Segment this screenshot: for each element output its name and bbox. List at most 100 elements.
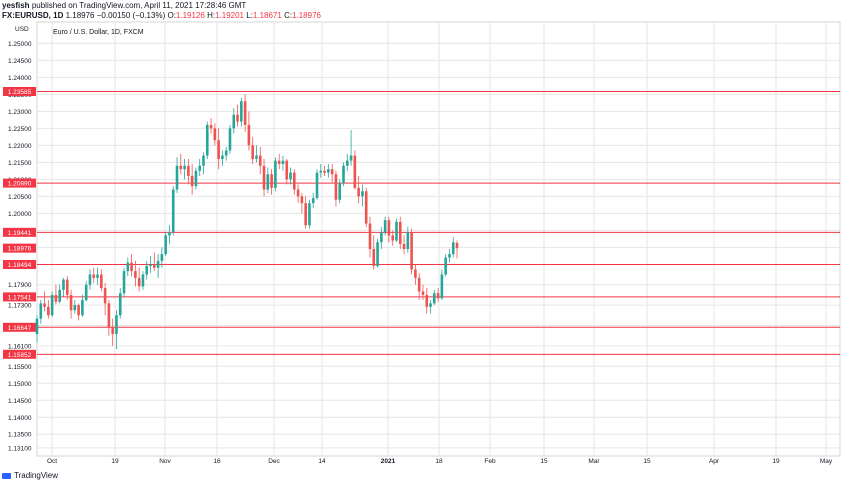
candle-body[interactable] <box>266 174 270 190</box>
candle-body[interactable] <box>88 274 92 285</box>
candle-body[interactable] <box>153 264 156 268</box>
candle-body[interactable] <box>145 266 149 275</box>
candle-body[interactable] <box>425 294 429 307</box>
candle-body[interactable] <box>187 165 190 176</box>
candle-body[interactable] <box>277 160 281 165</box>
candle-body[interactable] <box>433 293 436 304</box>
candle-body[interactable] <box>168 232 171 236</box>
candle-body[interactable] <box>134 271 137 278</box>
candle-body[interactable] <box>319 170 323 173</box>
candle-body[interactable] <box>391 235 394 241</box>
candle-body[interactable] <box>141 274 145 287</box>
candle-body[interactable] <box>353 155 357 188</box>
candle-body[interactable] <box>179 165 183 170</box>
candle-body[interactable] <box>311 198 315 204</box>
candle-body[interactable] <box>255 155 258 159</box>
candle-body[interactable] <box>50 294 54 316</box>
candle-body[interactable] <box>236 114 239 122</box>
candle-body[interactable] <box>387 220 391 236</box>
candle-body[interactable] <box>289 172 292 180</box>
candle-body[interactable] <box>395 221 398 241</box>
candle-body[interactable] <box>327 169 330 173</box>
candle-body[interactable] <box>402 243 406 250</box>
candle-body[interactable] <box>228 128 232 151</box>
candle-body[interactable] <box>100 274 103 289</box>
candle-body[interactable] <box>296 189 300 197</box>
candle-body[interactable] <box>130 262 133 272</box>
candle-body[interactable] <box>175 165 179 190</box>
candle-body[interactable] <box>376 242 379 267</box>
candle-body[interactable] <box>149 264 152 267</box>
candle-body[interactable] <box>406 232 410 250</box>
candle-body[interactable] <box>436 293 440 299</box>
candle-body[interactable] <box>62 279 65 290</box>
candle-body[interactable] <box>58 289 62 302</box>
candle-body[interactable] <box>274 160 277 188</box>
candle-body[interactable] <box>304 203 307 226</box>
candle-body[interactable] <box>115 315 118 334</box>
candle-body[interactable] <box>171 189 175 233</box>
candle-body[interactable] <box>243 101 247 125</box>
candle-body[interactable] <box>198 165 202 171</box>
candle-body[interactable] <box>202 155 205 166</box>
candle-body[interactable] <box>240 101 243 122</box>
candle-body[interactable] <box>380 232 383 243</box>
candle-body[interactable] <box>232 114 236 129</box>
author-name[interactable]: yesfish <box>2 1 30 10</box>
candle-body[interactable] <box>293 172 296 190</box>
candle-body[interactable] <box>364 191 368 224</box>
candle-body[interactable] <box>247 124 251 146</box>
candle-body[interactable] <box>73 305 77 311</box>
candle-body[interactable] <box>111 327 114 334</box>
candle-body[interactable] <box>205 124 209 156</box>
candle-body[interactable] <box>213 128 217 141</box>
candle-body[interactable] <box>451 242 455 255</box>
candle-body[interactable] <box>448 254 451 258</box>
candle-body[interactable] <box>410 232 413 270</box>
candle-body[interactable] <box>270 174 273 188</box>
candle-body[interactable] <box>368 223 372 250</box>
candle-body[interactable] <box>118 293 122 316</box>
candle-body[interactable] <box>417 277 421 292</box>
candle-body[interactable] <box>137 277 141 287</box>
candle-body[interactable] <box>323 170 326 173</box>
candle-body[interactable] <box>107 303 111 328</box>
brand-name[interactable]: TradingView <box>14 471 59 480</box>
candle-body[interactable] <box>315 172 319 199</box>
candle-body[interactable] <box>300 196 304 204</box>
candle-body[interactable] <box>221 155 224 159</box>
candle-body[interactable] <box>84 284 88 301</box>
candle-body[interactable] <box>281 160 285 165</box>
candle-body[interactable] <box>258 155 262 166</box>
candle-body[interactable] <box>77 305 80 316</box>
candle-body[interactable] <box>224 150 228 156</box>
candle-body[interactable] <box>39 303 43 319</box>
candle-body[interactable] <box>69 294 73 311</box>
candle-body[interactable] <box>444 257 447 275</box>
candle-body[interactable] <box>54 294 58 302</box>
candle-body[interactable] <box>65 279 69 295</box>
candle-body[interactable] <box>122 271 126 294</box>
candle-body[interactable] <box>183 165 186 170</box>
candle-body[interactable] <box>96 274 99 278</box>
candle-body[interactable] <box>43 303 46 307</box>
candle-body[interactable] <box>440 274 444 299</box>
candle-body[interactable] <box>35 318 39 334</box>
candle-body[interactable] <box>372 249 376 267</box>
candle-body[interactable] <box>160 254 164 261</box>
candle-body[interactable] <box>190 175 194 187</box>
candle-body[interactable] <box>345 160 349 166</box>
candle-body[interactable] <box>285 160 289 180</box>
candle-body[interactable] <box>156 260 160 268</box>
candle-body[interactable] <box>383 220 387 233</box>
candle-body[interactable] <box>251 145 254 159</box>
candle-body[interactable] <box>421 291 425 295</box>
candle-body[interactable] <box>349 155 353 161</box>
candle-body[interactable] <box>398 221 402 244</box>
candle-body[interactable] <box>262 165 266 190</box>
candle-body[interactable] <box>357 187 360 197</box>
candle-body[interactable] <box>342 165 345 183</box>
candle-body[interactable] <box>47 306 50 316</box>
candle-body[interactable] <box>126 262 130 272</box>
